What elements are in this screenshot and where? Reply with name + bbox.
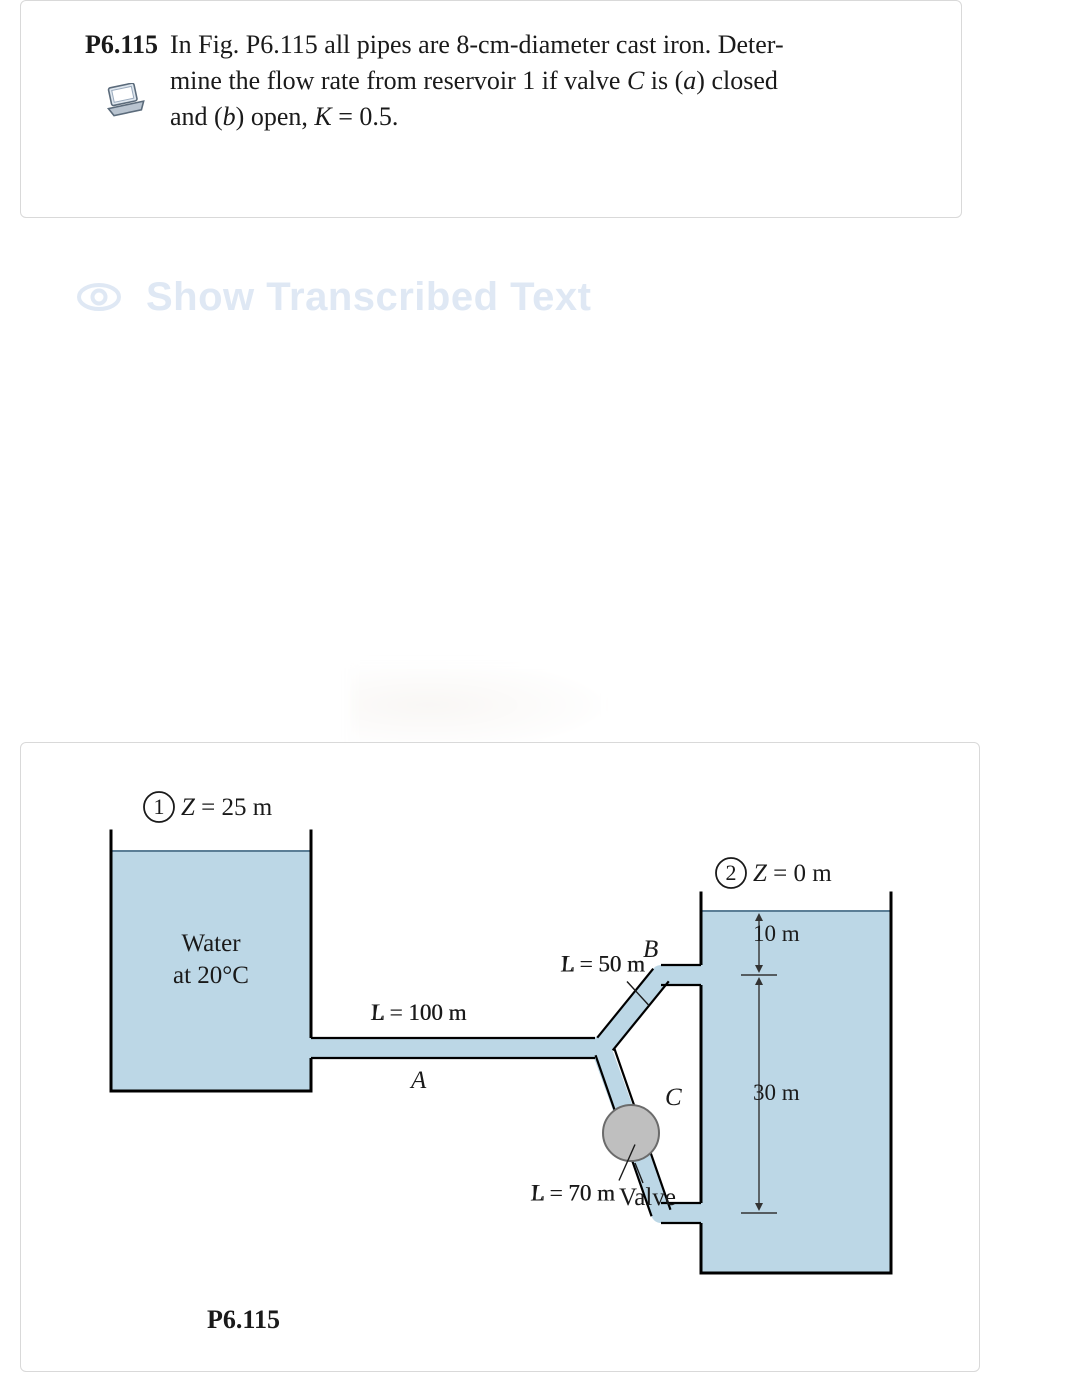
problem-line3c: = 0.5. (332, 102, 399, 131)
water-label-1: Water (181, 930, 241, 957)
pipeB-length-it: L = 50 m (560, 952, 645, 977)
show-transcribed-text-label: Show Transcribed Text (146, 275, 591, 320)
laptop-icon (103, 83, 147, 122)
problem-body: In Fig. P6.115 all pipes are 8-cm-diamet… (158, 27, 784, 135)
problem-a-it: a (683, 66, 696, 95)
background-smudge (350, 660, 610, 750)
problem-C: C (627, 66, 644, 95)
dim-10m: 10 m (753, 921, 800, 946)
dim-30m: 30 m (753, 1080, 800, 1105)
show-transcribed-text-link[interactable]: Show Transcribed Text (76, 274, 591, 320)
problem-K: K (314, 102, 331, 131)
reservoir-number: 1 (154, 794, 165, 819)
problem-line1: In Fig. P6.115 all pipes are 8-cm-diamet… (170, 30, 784, 59)
problem-card: P6.115 In Fig. P6.115 all pipes are 8-cm… (20, 0, 962, 218)
pipeC-length-it: L = 70 m (530, 1181, 615, 1206)
pipeC-name: C (665, 1084, 682, 1111)
reservoir1-label: Z = 25 m (181, 794, 273, 821)
figure-caption: P6.115 (207, 1305, 280, 1335)
problem-line2b: is ( (644, 66, 683, 95)
pipeA-name: A (409, 1067, 427, 1094)
problem-text: P6.115 In Fig. P6.115 all pipes are 8-cm… (85, 27, 921, 135)
problem-line2a: mine the flow rate from reservoir 1 if v… (170, 66, 627, 95)
figure-svg: 1 Z = 25 m 2 Z = 0 m Water at 20°C L = 100 m A L… (21, 743, 980, 1303)
pipeA-length-it: L = 100 m (370, 1000, 467, 1025)
reservoir2-label: Z = 0 m (753, 860, 832, 887)
figure-card: 1 Z = 25 m 2 Z = 0 m Water at 20°C L = 100 m A L… (20, 742, 980, 1372)
valve-label: Valve (619, 1184, 676, 1211)
problem-line3a: and ( (170, 102, 223, 131)
pipeB-name: B (643, 936, 658, 963)
problem-b-it: b (223, 102, 236, 131)
problem-line2c: ) closed (696, 66, 778, 95)
reservoir-number: 2 (726, 860, 737, 885)
problem-line3b: ) open, (236, 102, 315, 131)
eye-icon (76, 274, 122, 320)
water-label-2: at 20°C (173, 962, 249, 989)
